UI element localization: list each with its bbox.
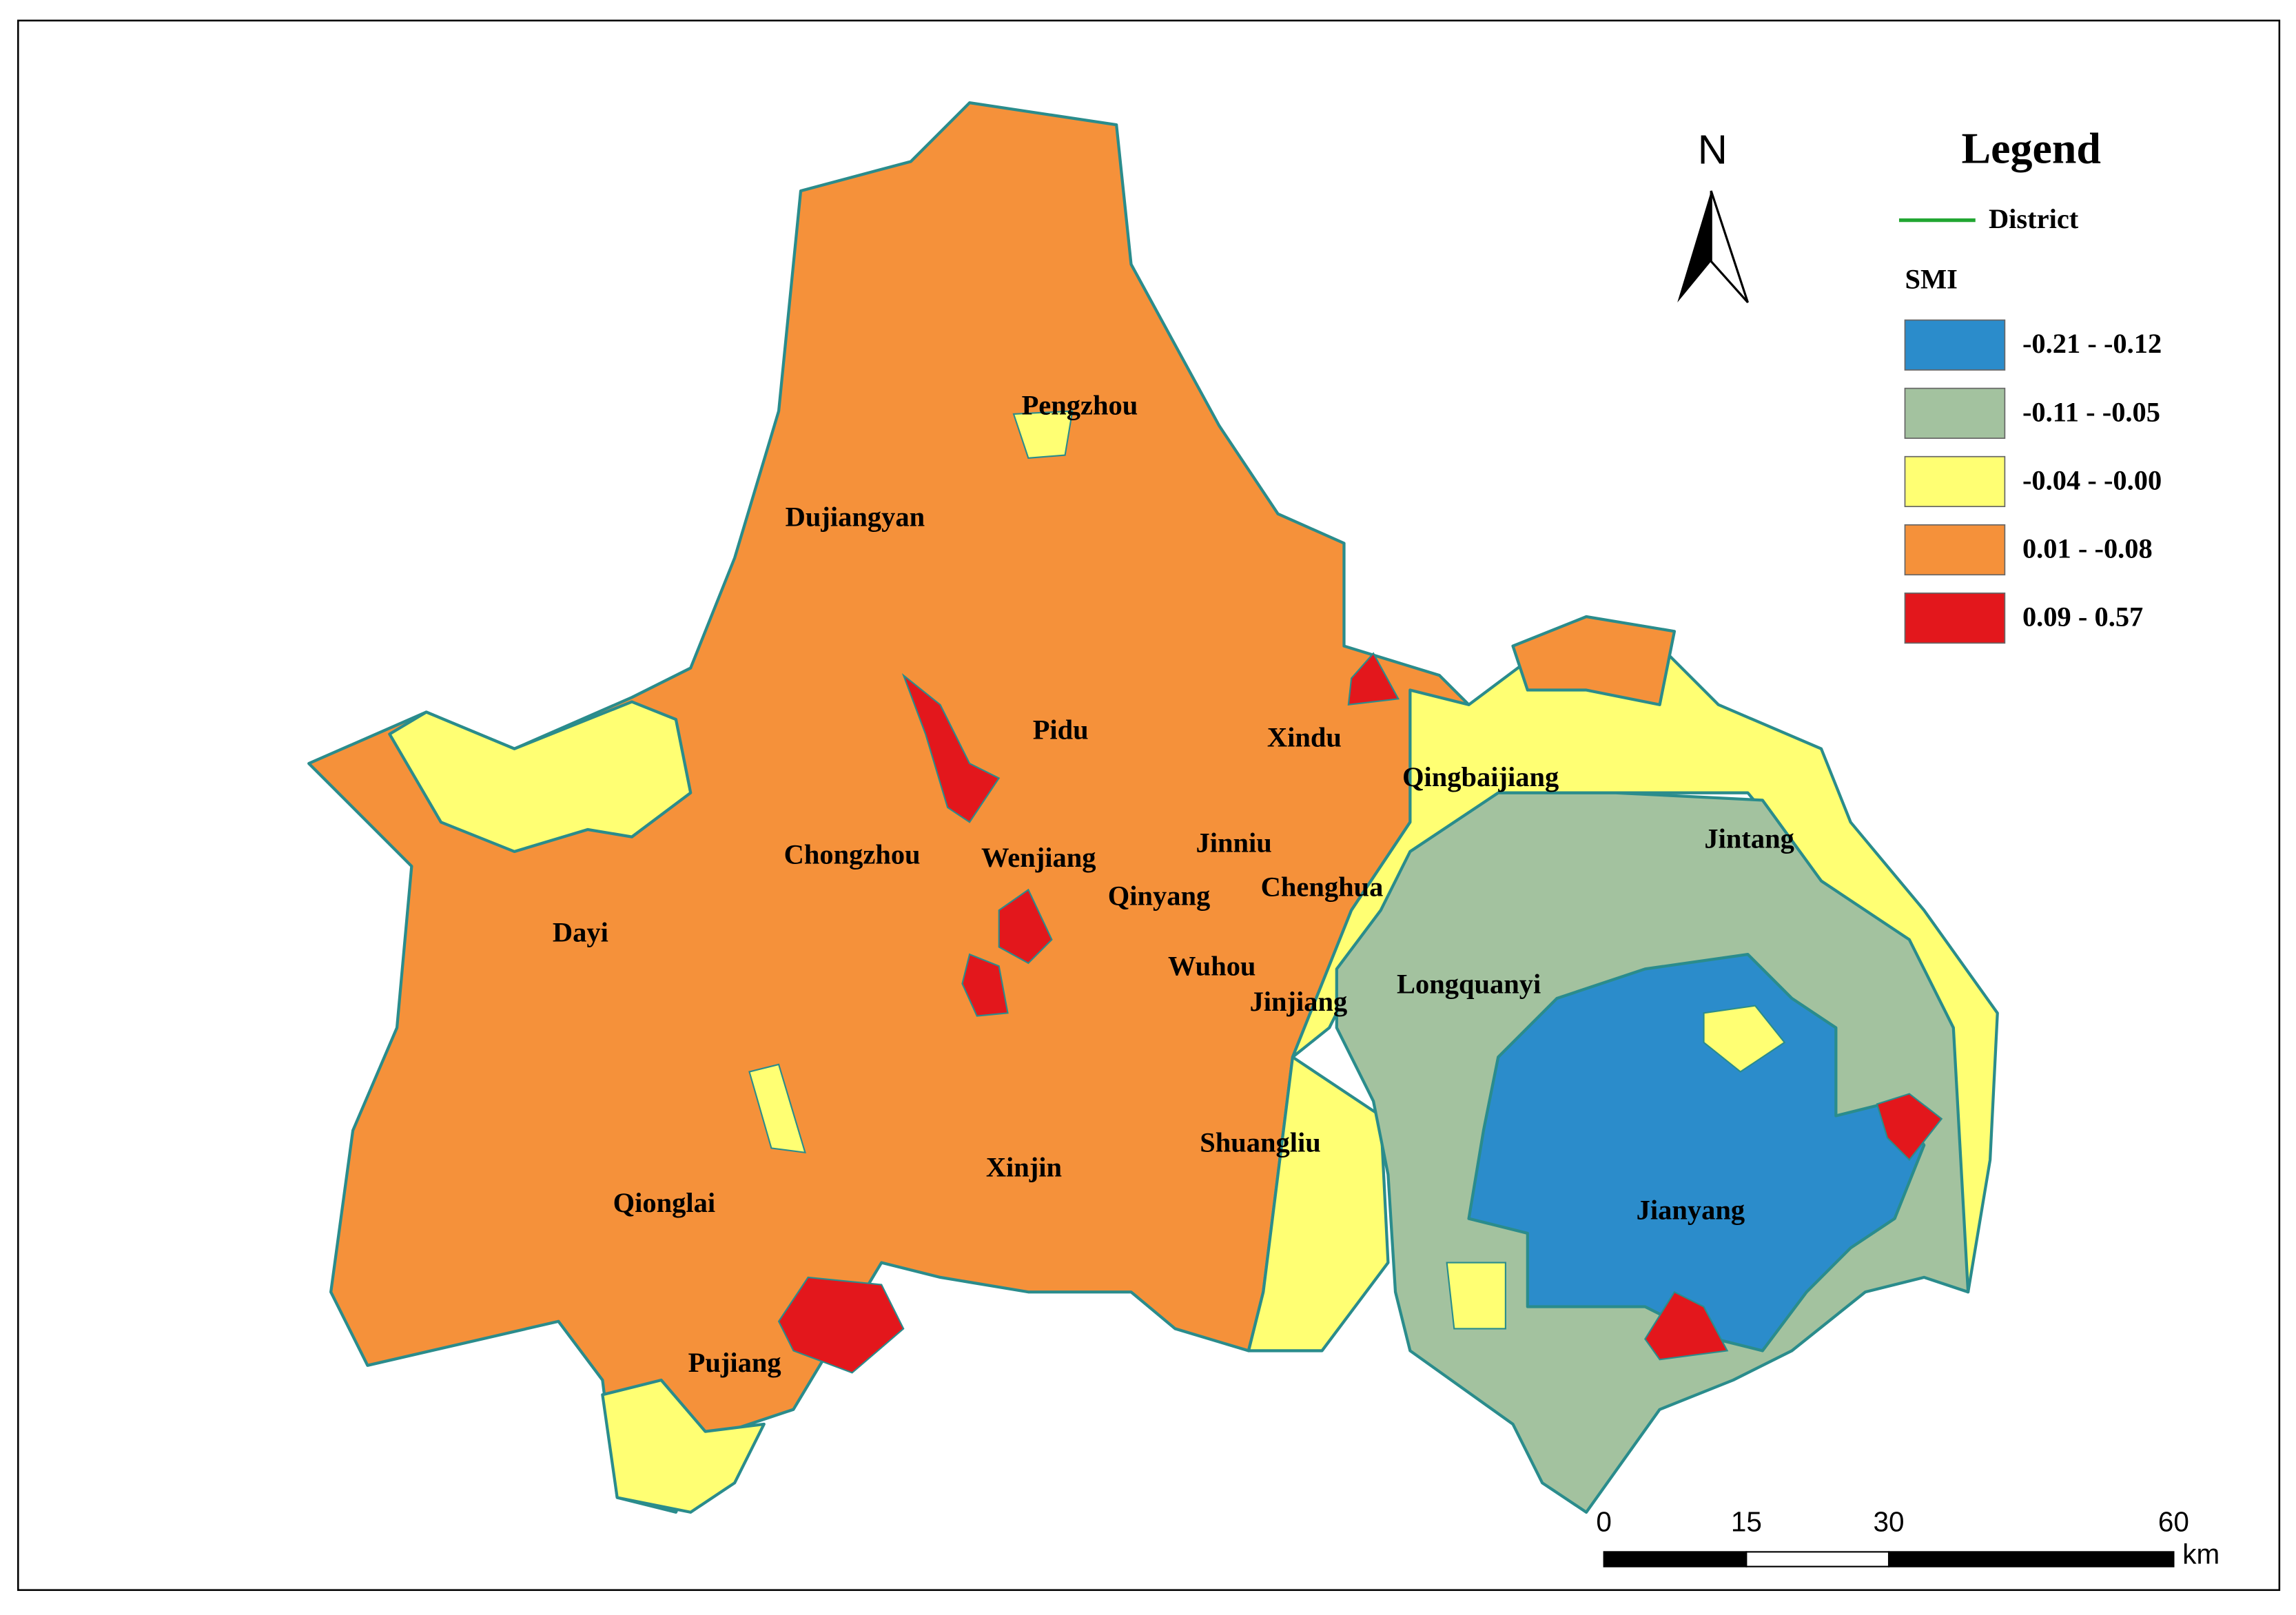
scale-tick-label: 30: [1874, 1506, 1905, 1538]
district-label: Qingbaijiang: [1402, 761, 1559, 792]
district-label: Pengzhou: [1022, 390, 1138, 421]
district-label: Qinyang: [1108, 880, 1210, 911]
legend-class-label: 0.09 - 0.57: [2022, 601, 2143, 632]
region: [1511, 615, 1677, 706]
district-label: Xindu: [1267, 721, 1342, 752]
district-label: Longquanyi: [1397, 968, 1541, 999]
district-label: Pidu: [1033, 714, 1089, 745]
district-label: Chongzhou: [784, 839, 921, 870]
legend-class-label: -0.21 - -0.12: [2022, 328, 2162, 359]
region: [901, 672, 1001, 823]
district-label: Dujiangyan: [786, 502, 925, 533]
legend-swatch: [1904, 455, 2006, 508]
district-label: Dayi: [553, 917, 608, 948]
legend-swatch: [1904, 387, 2006, 439]
scale-segment: [1745, 1551, 1890, 1567]
region: [1347, 652, 1400, 706]
district-label: Xinjin: [986, 1152, 1062, 1183]
regions: [307, 101, 1999, 1514]
district-label: Wuhou: [1168, 951, 1256, 982]
region: [1876, 1093, 1943, 1162]
scale-unit: km: [2182, 1538, 2220, 1570]
scale-segment: [1887, 1551, 2175, 1567]
region: [601, 1378, 766, 1514]
district-label: Qionglai: [613, 1187, 715, 1218]
district-label: Jinjiang: [1250, 986, 1348, 1017]
legend-class-title: SMI: [1905, 263, 1957, 294]
legend-class-label: -0.11 - -0.05: [2022, 396, 2160, 427]
region: [777, 1276, 905, 1374]
region: [1644, 1290, 1729, 1361]
legend-title: Legend: [1962, 123, 2101, 172]
legend-swatch: [1904, 524, 2006, 576]
district-label: Wenjiang: [981, 842, 1096, 873]
district-labels: Pengzhou Dujiangyan Pidu Xindu Qingbaijiang J…: [553, 390, 1794, 1378]
scale-segment: [1603, 1551, 1747, 1567]
legend-swatch: [1904, 593, 2006, 644]
region: [1467, 952, 1926, 1352]
scale-tick-label: 0: [1596, 1506, 1612, 1538]
district-label: Jintang: [1704, 823, 1794, 854]
district-label: Jianyang: [1637, 1194, 1745, 1225]
district-label: Chenghua: [1261, 872, 1384, 903]
legend-swatch: [1904, 319, 2006, 371]
scale-tick-label: 15: [1731, 1506, 1762, 1538]
region: [748, 1063, 806, 1154]
district-label: Pujiang: [688, 1347, 781, 1378]
region: [1446, 1262, 1506, 1330]
region: [1703, 1005, 1786, 1073]
district-label: Jinniu: [1196, 827, 1272, 858]
region: [961, 953, 1009, 1017]
north-label: N: [1698, 126, 1728, 172]
legend-district-label: District: [1989, 203, 2079, 234]
region: [388, 700, 693, 854]
district-label: Shuangliu: [1200, 1127, 1320, 1158]
legend: Legend District SMI -0.21 - -0.12 -0.11 -…: [1898, 123, 2162, 644]
region: [307, 101, 1470, 1514]
region: [998, 888, 1053, 965]
legend-class-label: 0.01 - -0.08: [2022, 533, 2153, 564]
region: [1012, 410, 1074, 459]
north-arrow-right: [1710, 190, 1749, 304]
legend-class-label: -0.04 - -0.00: [2022, 464, 2162, 495]
scale-tick-label: 60: [2158, 1506, 2189, 1538]
